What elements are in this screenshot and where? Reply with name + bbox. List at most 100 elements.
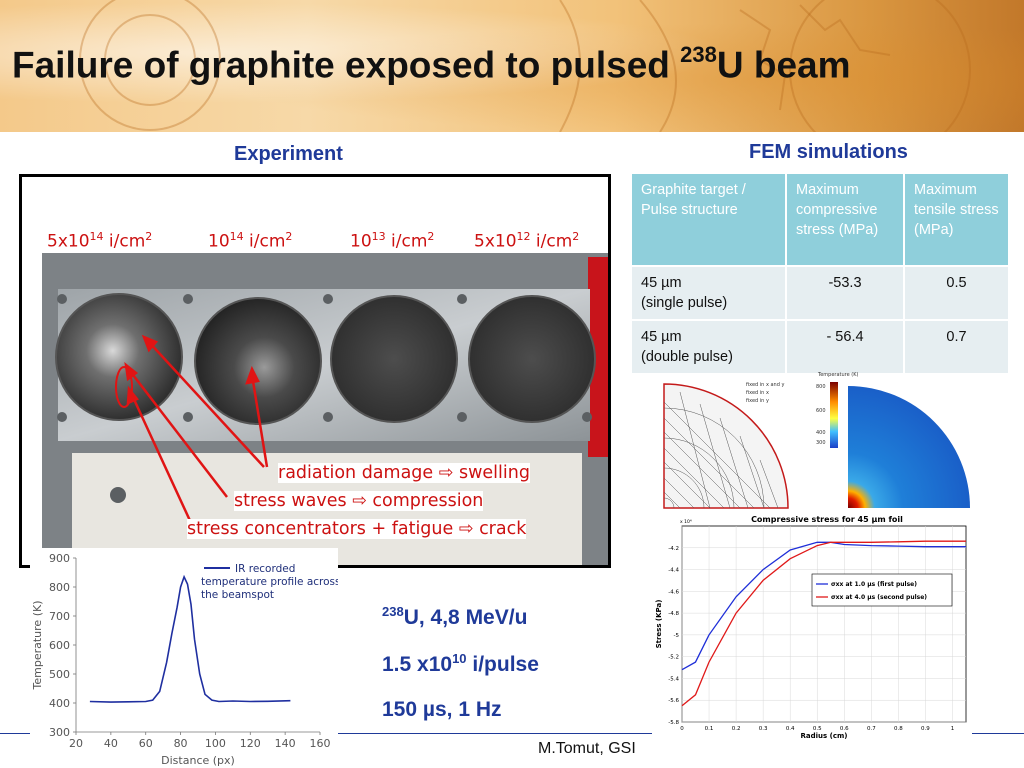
ir-y-tick: 500 <box>49 668 70 681</box>
fem-mesh <box>663 383 789 509</box>
stress-x-tick: 0.6 <box>840 726 849 732</box>
target-disc-1 <box>55 293 183 421</box>
mesh-legend-item: fixed in y <box>746 398 769 404</box>
footer-author: M.Tomut, GSI <box>538 740 636 757</box>
colorbar-title: Temperature (K) <box>817 372 858 378</box>
stress-plot-area <box>681 525 967 723</box>
table-row: 45 µm (single pulse) -53.3 0.5 <box>632 265 1008 320</box>
stress-y-tick: -4.2 <box>668 546 679 552</box>
experiment-heading: Experiment <box>234 143 343 165</box>
ir-y-tick: 400 <box>49 697 70 710</box>
ir-x-label: Distance (px) <box>161 754 235 767</box>
graphite-targets-photo <box>42 253 608 565</box>
stress-chart-panel: Compressive stress for 45 µm foil x 10⁴ 0 0… <box>652 512 972 740</box>
banner-decoration <box>79 0 971 132</box>
stress-x-tick: 0.3 <box>759 726 768 732</box>
stress-y-tick: -4.6 <box>668 589 679 595</box>
mesh-legend: fixed in x and y fixed in x fixed in y <box>746 382 784 404</box>
stress-legend: σxx at 1.0 µs (first pulse) σxx at 4.0 µs… <box>811 573 953 607</box>
stress-y-tick: -5.8 <box>668 720 679 726</box>
stress-x-label: Radius (cm) <box>801 732 848 740</box>
colorbar-tick: 600 <box>816 408 826 414</box>
table-cell-tensile: 0.7 <box>904 319 1008 373</box>
footer-divider <box>0 733 30 734</box>
header-banner: Failure of graphite exposed to pulsed 23… <box>0 0 1024 132</box>
stress-series-line <box>681 540 966 707</box>
stress-x-tick: 0.1 <box>705 726 714 732</box>
fem-mesh-and-temperature: fixed in x and y fixed in x fixed in y T… <box>663 372 970 509</box>
temperature-map: Temperature (K) 800 600 400 300 <box>816 372 970 508</box>
footer-divider <box>338 733 652 734</box>
beam-ion-energy: 238U, 4,8 MeV/u <box>382 604 528 629</box>
ir-y-tick: 900 <box>49 552 70 565</box>
fluence-label-3: 1013 i/cm2 <box>350 230 435 252</box>
beam-parameters: 238U, 4,8 MeV/u 1.5 x1010 i/pulse 150 µs… <box>382 604 539 743</box>
colorbar-tick: 400 <box>816 430 826 436</box>
fluence-label-2: 1014 i/cm2 <box>208 230 293 252</box>
ir-chart-panel: 20 40 60 80 100 120 140 160 300 400 500 600 700 800 90… <box>30 548 341 768</box>
fluence-label-1: 5x1014 i/cm2 <box>47 230 153 252</box>
table-header: Graphite target / Pulse structure <box>632 174 787 266</box>
beam-pulse: 150 µs, 1 Hz <box>382 698 502 721</box>
ir-legend-label: IR recorded <box>235 563 295 575</box>
colorbar-tick: 300 <box>816 440 826 446</box>
annotation-radiation-damage: radiation damage ⇨ swelling <box>278 463 530 483</box>
stress-y-tick: -5.4 <box>668 676 679 682</box>
stress-x-tick: 0.8 <box>894 726 903 732</box>
ir-x-tick: 80 <box>174 737 188 750</box>
table-cell-target: 45 µm (single pulse) <box>632 265 787 320</box>
ir-x-tick: 40 <box>104 737 118 750</box>
mesh-legend-item: fixed in x <box>746 390 769 396</box>
stress-y-tick: -5 <box>674 633 680 639</box>
table-cell-target: 45 µm (double pulse) <box>632 319 787 373</box>
fluence-label-4: 5x1012 i/cm2 <box>474 230 580 252</box>
ir-x-tick: 20 <box>69 737 83 750</box>
table-cell-tensile: 0.5 <box>904 265 1008 320</box>
stress-x-tick: 0.7 <box>867 726 876 732</box>
ir-y-tick: 800 <box>49 581 70 594</box>
stress-legend-box <box>811 573 953 607</box>
table-cell-compressive: -53.3 <box>786 265 905 320</box>
stress-y-tick: -5.6 <box>668 698 679 704</box>
stress-y-tick: -5.2 <box>668 655 679 661</box>
ir-x-tick: 140 <box>275 737 296 750</box>
target-disc-4 <box>468 295 596 423</box>
ir-y-tick: 700 <box>49 610 70 623</box>
target-disc-3 <box>330 295 458 423</box>
table-cell-compressive: - 56.4 <box>786 319 905 373</box>
beam-intensity: 1.5 x1010 i/pulse <box>382 651 539 676</box>
footer-divider <box>972 733 1024 734</box>
stress-y-multiplier: x 10⁴ <box>680 519 692 525</box>
stress-chart: Compressive stress for 45 µm foil x 10⁴ 0 0… <box>655 515 967 740</box>
stress-series-line <box>681 541 966 671</box>
ir-temperature-chart: 20 40 60 80 100 120 140 160 300 400 500 600 700 800 90… <box>31 552 341 767</box>
colorbar-tick: 800 <box>816 384 826 390</box>
stress-legend-label: σxx at 4.0 µs (second pulse) <box>831 594 927 601</box>
stress-y-tick: -4.8 <box>668 611 679 617</box>
stress-x-tick: 0.4 <box>786 726 795 732</box>
fem-results-table: Graphite target / Pulse structure Maximu… <box>632 174 1008 373</box>
ir-legend-label: the beamspot <box>201 589 274 601</box>
ir-x-tick: 60 <box>139 737 153 750</box>
stress-x-tick: 0.5 <box>813 726 822 732</box>
stress-y-tick: -4.4 <box>668 568 679 574</box>
table-row: 45 µm (double pulse) - 56.4 0.7 <box>632 319 1008 373</box>
table-header: Maximum compressive stress (MPa) <box>786 174 905 266</box>
ir-x-tick: 120 <box>240 737 261 750</box>
temperature-colorbar <box>830 382 838 448</box>
stress-y-label: Stress (KPa) <box>655 600 663 649</box>
ir-x-tick: 100 <box>205 737 226 750</box>
annotation-stress-waves: stress waves ⇨ compression <box>234 491 484 511</box>
ir-x-tick: 160 <box>310 737 331 750</box>
stress-chart-title: Compressive stress for 45 µm foil <box>751 515 903 524</box>
mesh-legend-item: fixed in x and y <box>746 382 784 388</box>
stress-x-tick: 0.2 <box>732 726 741 732</box>
annotation-stress-concentrators: stress concentrators + fatigue ⇨ crack <box>187 519 527 539</box>
ir-y-label: Temperature (K) <box>31 601 44 691</box>
stress-x-tick: 0 <box>680 726 684 732</box>
stress-x-tick: 1 <box>951 726 955 732</box>
ir-series-line <box>89 574 291 703</box>
ir-legend-label: temperature profile across <box>201 576 338 588</box>
fem-heading: FEM simulations <box>749 141 908 163</box>
